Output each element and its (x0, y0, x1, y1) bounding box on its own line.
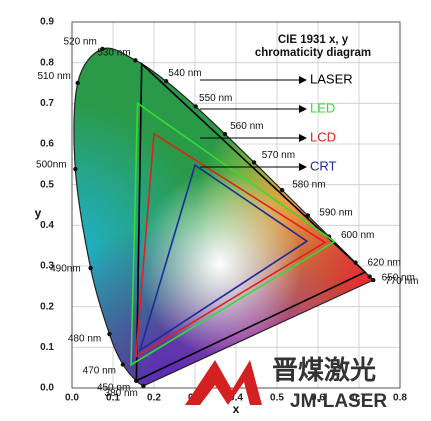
locus-point (141, 383, 146, 389)
wavelength-label: 560 nm (230, 121, 263, 132)
wavelength-label: 770 nm (385, 276, 418, 287)
locus-point (367, 274, 372, 279)
locus-point (133, 58, 138, 63)
wavelength-label: 470 nm (83, 365, 116, 376)
y-tick-label: 0.7 (40, 98, 54, 109)
legend-label: CRT (310, 158, 337, 173)
y-tick-label: 0.8 (40, 57, 54, 68)
x-tick-label: 0.6 (311, 393, 325, 404)
wavelength-label: 590 nm (319, 207, 352, 218)
legend-label: LASER (310, 71, 353, 86)
y-tick-label: 0.0 (40, 383, 54, 394)
locus-point (222, 131, 228, 137)
y-tick-label: 0.3 (40, 261, 54, 272)
gamut-triangle (138, 163, 309, 353)
locus-point (193, 104, 198, 109)
wavelength-label: 530 nm (97, 47, 130, 58)
locus-point (100, 46, 105, 52)
y-tick-label: 0.9 (40, 17, 54, 28)
logo (185, 360, 262, 405)
wavelength-label: 580 nm (292, 180, 325, 191)
locus-point (163, 79, 169, 84)
wavelength-label: 480 nm (68, 334, 101, 345)
y-tick-label: 0.5 (40, 179, 54, 190)
locus-point (88, 265, 93, 271)
legend-label: LCD (310, 129, 336, 144)
y-tick-label: 0.2 (40, 301, 54, 312)
wavelength-label: 620 nm (368, 258, 401, 269)
wavelength-label: 650 nm (382, 272, 415, 283)
locus-point (75, 80, 80, 86)
watermark: 晋煤激光 JM·LASER (185, 355, 387, 412)
wavelength-label: 500nm (36, 159, 67, 170)
x-tick-label: 0.1 (106, 393, 120, 404)
x-tick-label: 0.8 (393, 393, 407, 404)
x-tick-label: 0.2 (147, 393, 161, 404)
x-axis-label: x (233, 402, 240, 416)
gamut-triangle (135, 62, 367, 382)
locus-point (73, 166, 78, 172)
y-axis-label: y (35, 206, 42, 220)
locus-point (107, 331, 112, 337)
locus-point (251, 160, 257, 165)
wavelength-label: 540 nm (168, 68, 201, 79)
y-tick-label: 0.1 (40, 342, 54, 353)
gamut-triangle (130, 101, 336, 367)
legend-label: LED (310, 100, 335, 115)
x-tick-label: 0.7 (352, 393, 366, 404)
locus-point (120, 362, 126, 367)
wavelength-label: 570 nm (262, 150, 295, 161)
locus-point (279, 187, 285, 193)
wavelength-label: 510 nm (38, 71, 71, 82)
wavelength-label: 520 nm (63, 36, 96, 47)
wavelength-label: 380 nm (105, 388, 138, 399)
wavelength-label: 450 nm (97, 382, 130, 393)
wavelength-label: 490nm (50, 264, 81, 275)
chart-title: CIE 1931 x, y chromaticity diagram (254, 34, 372, 59)
wavelength-label: 600 nm (341, 230, 374, 241)
watermark-cn: 晋煤激光 (272, 355, 376, 385)
wavelength-label: 550 nm (199, 93, 232, 104)
y-tick-label: 0.4 (40, 220, 54, 231)
locus-point (371, 277, 376, 283)
x-tick-label: 0.5 (270, 393, 284, 404)
watermark-en: JM·LASER (290, 391, 387, 412)
x-tick-label: 0.4 (229, 393, 243, 404)
y-tick-label: 0.6 (40, 139, 54, 150)
gamut-triangle (135, 132, 327, 359)
x-tick-label: 0.0 (65, 393, 79, 404)
